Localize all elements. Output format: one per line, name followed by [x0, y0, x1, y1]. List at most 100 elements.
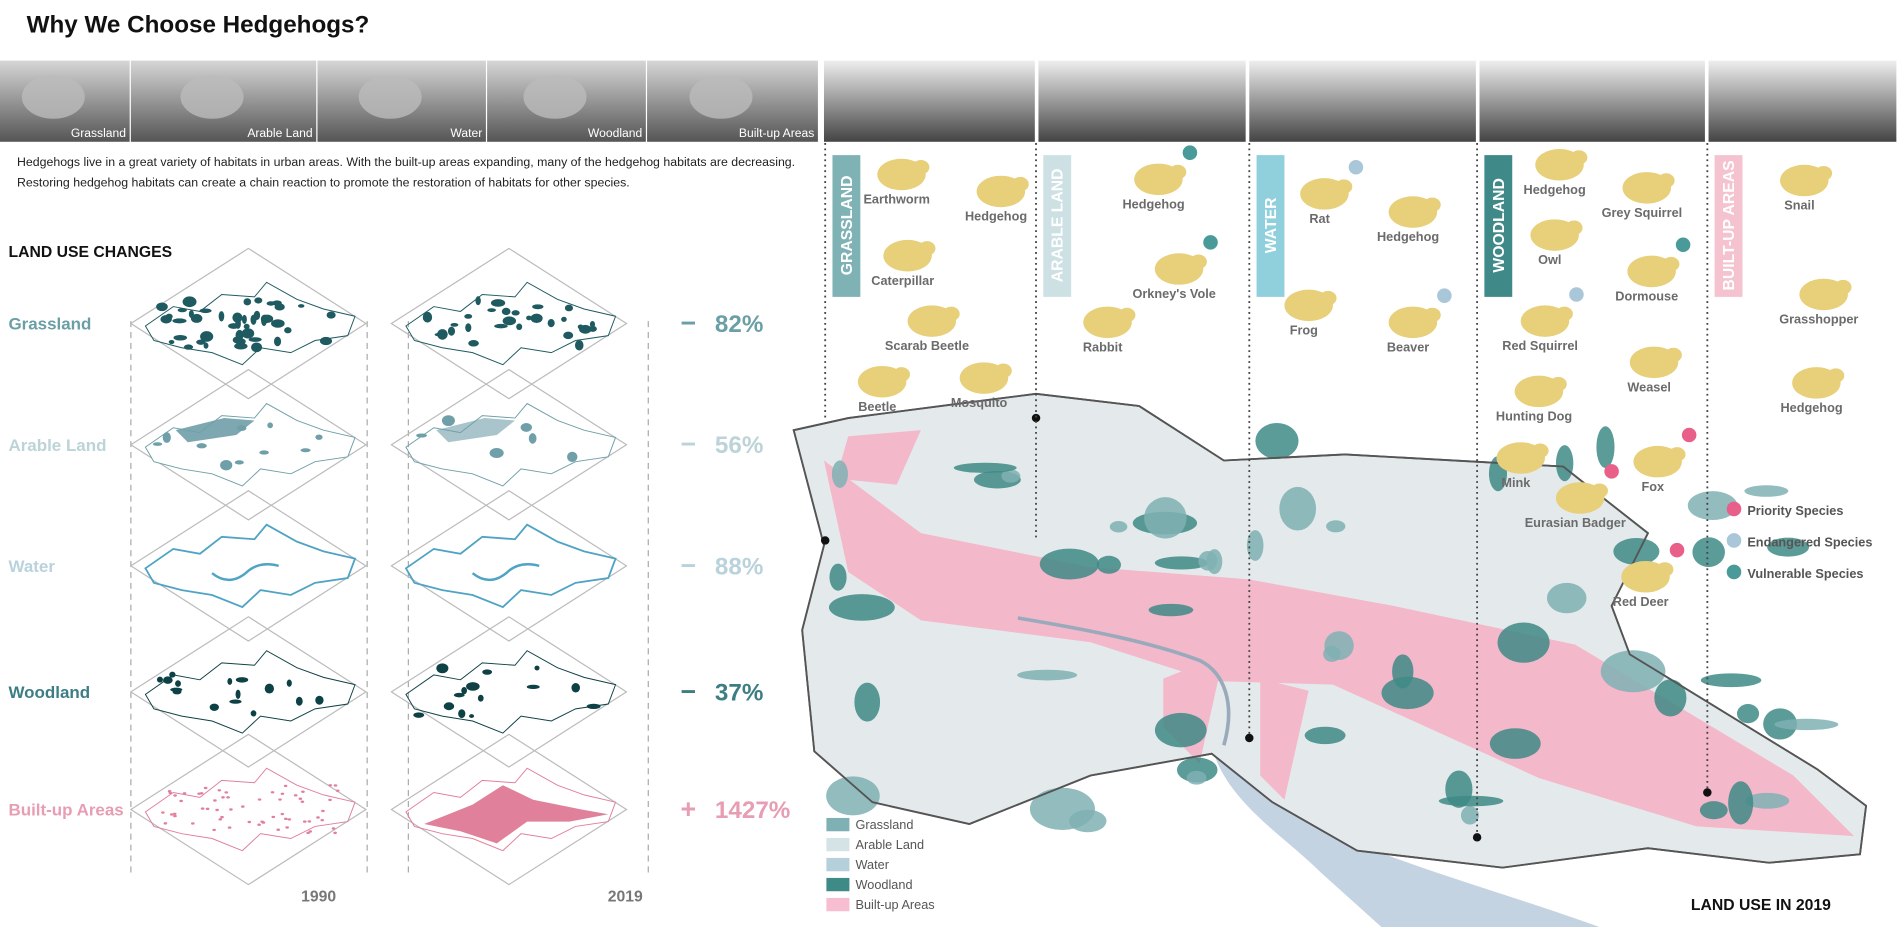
land-patch — [220, 460, 233, 471]
land-patch — [161, 811, 165, 814]
land-patch — [229, 699, 242, 704]
woodland-patch — [1654, 679, 1687, 717]
species-status — [1669, 542, 1685, 558]
woodland-patch — [1438, 795, 1504, 807]
diamond — [129, 247, 368, 400]
land-patch — [516, 323, 523, 331]
species-icon-head — [1335, 179, 1353, 194]
woodland-patch — [1198, 550, 1218, 571]
woodland-patch — [1154, 712, 1207, 748]
land-patch — [227, 826, 232, 829]
land-patch — [315, 695, 324, 705]
habitat-photo — [1479, 60, 1705, 142]
land-patch — [257, 798, 262, 801]
land-patch — [295, 696, 303, 706]
row-label: Built-up Areas — [8, 801, 123, 820]
legend-label: Built-up Areas — [855, 897, 934, 912]
land-patch — [271, 815, 276, 819]
species-name: Hunting Dog — [1496, 408, 1572, 423]
species-name: Red Deer — [1613, 594, 1669, 609]
land-patch — [200, 331, 214, 342]
land-patch — [447, 326, 456, 336]
built-up-core — [424, 785, 609, 844]
species-icon-head — [1423, 197, 1441, 213]
land-patch — [278, 798, 282, 801]
land-patch — [547, 319, 555, 328]
column-tag — [1714, 155, 1743, 297]
species-status — [1569, 287, 1584, 302]
land-patch — [248, 337, 262, 342]
land-patch — [465, 323, 472, 333]
land-patch — [260, 820, 264, 823]
column-tag — [1484, 155, 1513, 297]
land-patch — [437, 329, 448, 340]
land-patch — [167, 790, 172, 793]
status-label: Vulnerable Species — [1747, 566, 1863, 581]
woodland-patch — [826, 776, 880, 816]
species-icon-head — [1664, 347, 1682, 363]
land-patch — [502, 316, 517, 326]
change-sign: − — [680, 429, 696, 459]
land-patch — [209, 703, 219, 711]
woodland-patch — [1613, 537, 1660, 565]
land-patch — [199, 308, 212, 314]
diamond — [390, 247, 628, 400]
photo-subject — [689, 75, 753, 119]
column-label: BUILT-UP AREAS — [1721, 160, 1738, 290]
woodland-patch — [1700, 673, 1762, 688]
land-patch — [221, 796, 225, 799]
land-patch — [169, 671, 176, 678]
land-patch — [458, 709, 466, 719]
species-name: Hedgehog — [1524, 182, 1586, 197]
land-patch — [321, 809, 325, 813]
land-patch — [235, 677, 249, 683]
diamond — [129, 490, 368, 642]
species-icon-head — [1423, 307, 1441, 323]
diamond — [390, 733, 628, 886]
land-patch — [183, 344, 194, 350]
diamond — [390, 490, 628, 642]
legend-swatch — [826, 837, 850, 852]
change-sign: − — [680, 550, 696, 580]
species-name: Mosquito — [951, 395, 1008, 410]
river — [211, 563, 280, 582]
woodland-patch — [1148, 603, 1194, 617]
change-value: 88% — [715, 553, 763, 580]
row-label: Grassland — [8, 315, 91, 334]
change-value: 37% — [715, 679, 763, 706]
land-patch — [487, 308, 496, 313]
land-patch — [266, 301, 276, 306]
column-marker — [1703, 788, 1712, 797]
species-name: Earthworm — [863, 192, 929, 207]
species-icon-head — [893, 367, 911, 382]
arable-patch — [175, 418, 255, 443]
land-patch — [286, 679, 292, 687]
species-name: Dormouse — [1615, 289, 1678, 304]
land-patch — [301, 790, 305, 793]
species-icon-head — [1591, 483, 1608, 499]
species-name: Hedgehog — [1122, 196, 1184, 211]
land-patch — [416, 433, 427, 438]
land-patch — [224, 791, 229, 794]
land-patch — [489, 447, 504, 458]
land-patch — [276, 828, 281, 831]
river — [1017, 616, 1231, 746]
district-outline — [144, 523, 357, 609]
species-status — [1182, 145, 1198, 160]
legend-label: Woodland — [855, 877, 912, 892]
species-name: Rabbit — [1083, 339, 1123, 354]
land-patch — [319, 336, 333, 346]
species-name: Grey Squirrel — [1602, 205, 1683, 220]
land-patch — [586, 703, 601, 710]
district-outline — [405, 767, 617, 852]
column-marker — [1031, 413, 1041, 423]
section-title: LAND USE CHANGES — [8, 244, 172, 261]
land-patch — [567, 451, 578, 463]
woodland-patch — [854, 682, 881, 722]
land-patch — [247, 820, 252, 824]
woodland-patch — [1304, 726, 1346, 745]
land-patch — [156, 302, 168, 312]
land-patch — [297, 304, 305, 308]
woodland-patch — [1687, 491, 1738, 521]
